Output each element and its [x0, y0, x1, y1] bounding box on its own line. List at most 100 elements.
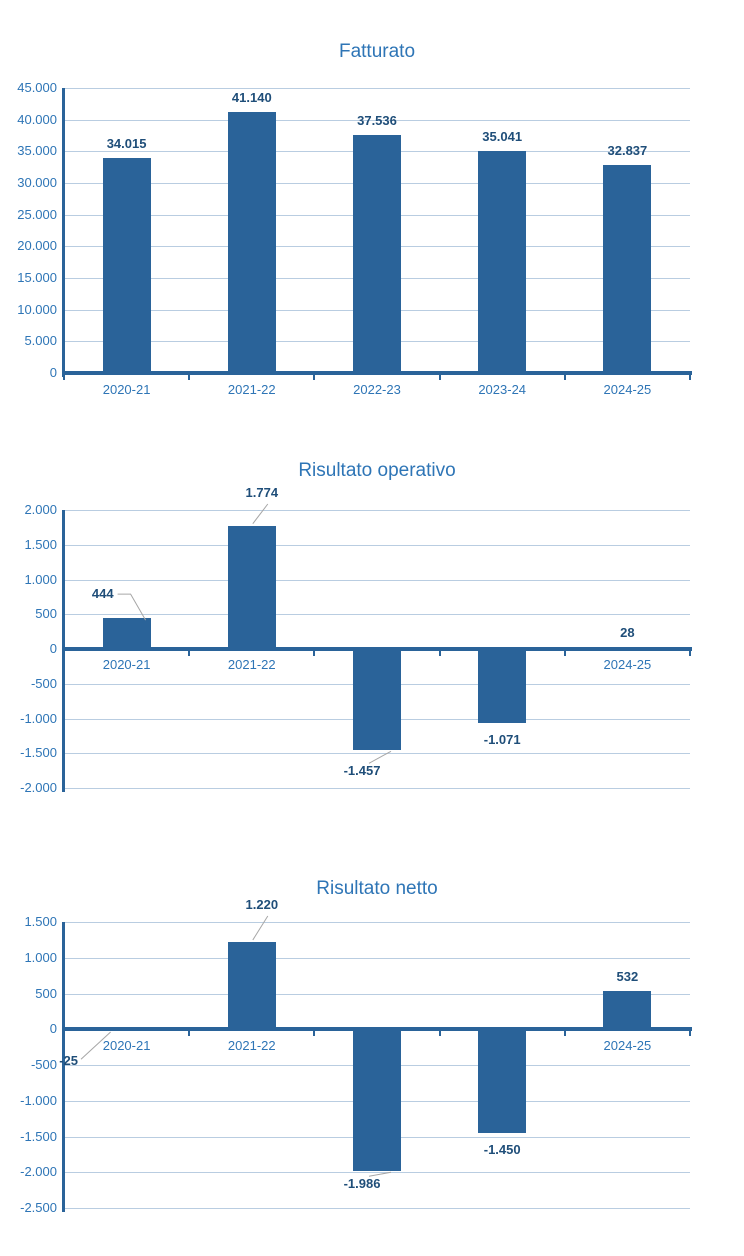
x-axis-line [62, 371, 692, 375]
bar-2024-25 [603, 165, 652, 373]
bar-2022-23 [353, 135, 401, 373]
bar-2023-24 [478, 1029, 527, 1133]
y-gridline [64, 88, 690, 89]
category-label: 2020-21 [102, 1038, 151, 1053]
y-axis-tick-label: 5.000 [24, 333, 57, 349]
x-axis-tick [63, 375, 65, 380]
x-axis-tick [438, 375, 441, 380]
leader-line [252, 503, 269, 525]
data-label: -1.457 [343, 763, 381, 779]
data-label: -1.071 [483, 732, 521, 748]
data-label: 1.774 [245, 485, 279, 500]
y-gridline [64, 614, 690, 616]
y-axis-tick-label: 10.000 [17, 301, 57, 317]
y-gridline [64, 957, 690, 959]
y-axis-tick-label: -2.000 [20, 780, 57, 795]
data-label: 28 [620, 625, 635, 641]
x-axis-tick [188, 1031, 191, 1037]
bar-2022-23 [353, 1029, 401, 1172]
y-gridline [64, 753, 690, 755]
y-axis-tick-label: 45.000 [17, 80, 57, 95]
chart-title-risultato-operativo: Risultato operativo [298, 460, 456, 481]
bar-2020-21 [102, 618, 151, 649]
x-axis-tick [563, 1031, 566, 1037]
category-label: 2020-21 [102, 382, 151, 397]
x-axis-tick [563, 651, 566, 656]
bar-2022-23 [353, 649, 401, 751]
data-label: 1.220 [245, 897, 279, 912]
bar-2023-24 [478, 649, 527, 724]
bar-2021-22 [227, 112, 276, 373]
y-axis-tick-label: -1.500 [20, 1128, 57, 1144]
y-axis-tick-label: 1.000 [24, 949, 57, 965]
bar-2021-22 [227, 942, 276, 1030]
data-label: 35.041 [482, 129, 523, 145]
y-axis-tick-label: 0 [49, 641, 57, 656]
category-label: 2023-24 [478, 382, 527, 397]
category-label: 2024-25 [603, 657, 652, 672]
y-axis-tick-label: -2.000 [20, 1164, 57, 1180]
data-label: -1.986 [343, 1176, 381, 1192]
y-axis-tick-label: 15.000 [17, 270, 57, 285]
category-label: 2021-22 [227, 1038, 276, 1053]
data-label: 532 [616, 969, 639, 985]
y-gridline [64, 1208, 690, 1209]
bar-2024-25 [603, 991, 652, 1030]
x-axis-tick [313, 1031, 316, 1037]
y-gridline [64, 993, 690, 995]
data-label: -1.450 [483, 1141, 521, 1157]
y-axis-tick-label: 1.500 [24, 914, 57, 929]
leader-line [252, 915, 269, 941]
y-axis-tick-label: -1.000 [20, 710, 57, 726]
y-gridline [64, 510, 690, 511]
y-gridline [64, 922, 690, 923]
y-axis-tick-label: 0 [49, 365, 57, 380]
category-label: 2022-23 [353, 382, 401, 397]
y-axis-tick-label: 2.000 [24, 502, 57, 517]
y-axis-tick-label: 20.000 [17, 238, 57, 254]
x-axis-tick [63, 1031, 65, 1037]
bar-2021-22 [227, 525, 276, 649]
category-label: 2024-25 [603, 1038, 652, 1053]
y-axis-line [62, 88, 65, 377]
category-label: 2021-22 [227, 657, 276, 672]
bar-2020-21 [102, 157, 151, 373]
y-axis-tick-label: 25.000 [17, 206, 57, 222]
category-label: 2024-25 [603, 382, 652, 397]
bar-2020-21 [102, 1029, 151, 1032]
x-axis-tick [563, 375, 566, 380]
y-axis-tick-label: 1.500 [24, 536, 57, 552]
data-label: 34.015 [106, 135, 147, 151]
x-axis-tick [313, 651, 316, 656]
x-axis-tick [689, 375, 691, 380]
data-label: 444 [91, 586, 114, 602]
y-axis-tick-label: -2.500 [20, 1200, 57, 1215]
x-axis-tick [438, 1031, 441, 1037]
y-axis-tick-label: -1.500 [20, 745, 57, 761]
bar-2024-25 [603, 647, 652, 649]
x-axis-tick [438, 651, 441, 656]
data-label: 41.140 [231, 90, 272, 106]
leader-line [117, 593, 147, 621]
y-gridline [64, 788, 690, 789]
y-gridline [64, 1172, 690, 1174]
y-axis-tick-label: 500 [35, 985, 57, 1001]
category-label: 2021-22 [227, 382, 276, 397]
data-label: 37.536 [357, 113, 397, 129]
x-axis-tick [188, 651, 191, 656]
x-axis-tick [689, 651, 691, 656]
y-axis-tick-label: 500 [35, 606, 57, 622]
y-axis-tick-label: -500 [30, 675, 57, 691]
data-label: 32.837 [607, 143, 648, 158]
data-label: -25 [59, 1053, 78, 1069]
x-axis-tick [188, 375, 191, 380]
y-axis-tick-label: 30.000 [17, 175, 57, 190]
y-gridline [64, 579, 690, 581]
y-axis-tick-label: 0 [49, 1021, 57, 1037]
y-axis-tick-label: 40.000 [17, 111, 57, 127]
y-axis-tick-label: -500 [30, 1057, 57, 1072]
y-axis-tick-label: -1.000 [20, 1092, 57, 1108]
chart-title-risultato-netto: Risultato netto [316, 878, 438, 899]
bar-2023-24 [478, 151, 527, 373]
